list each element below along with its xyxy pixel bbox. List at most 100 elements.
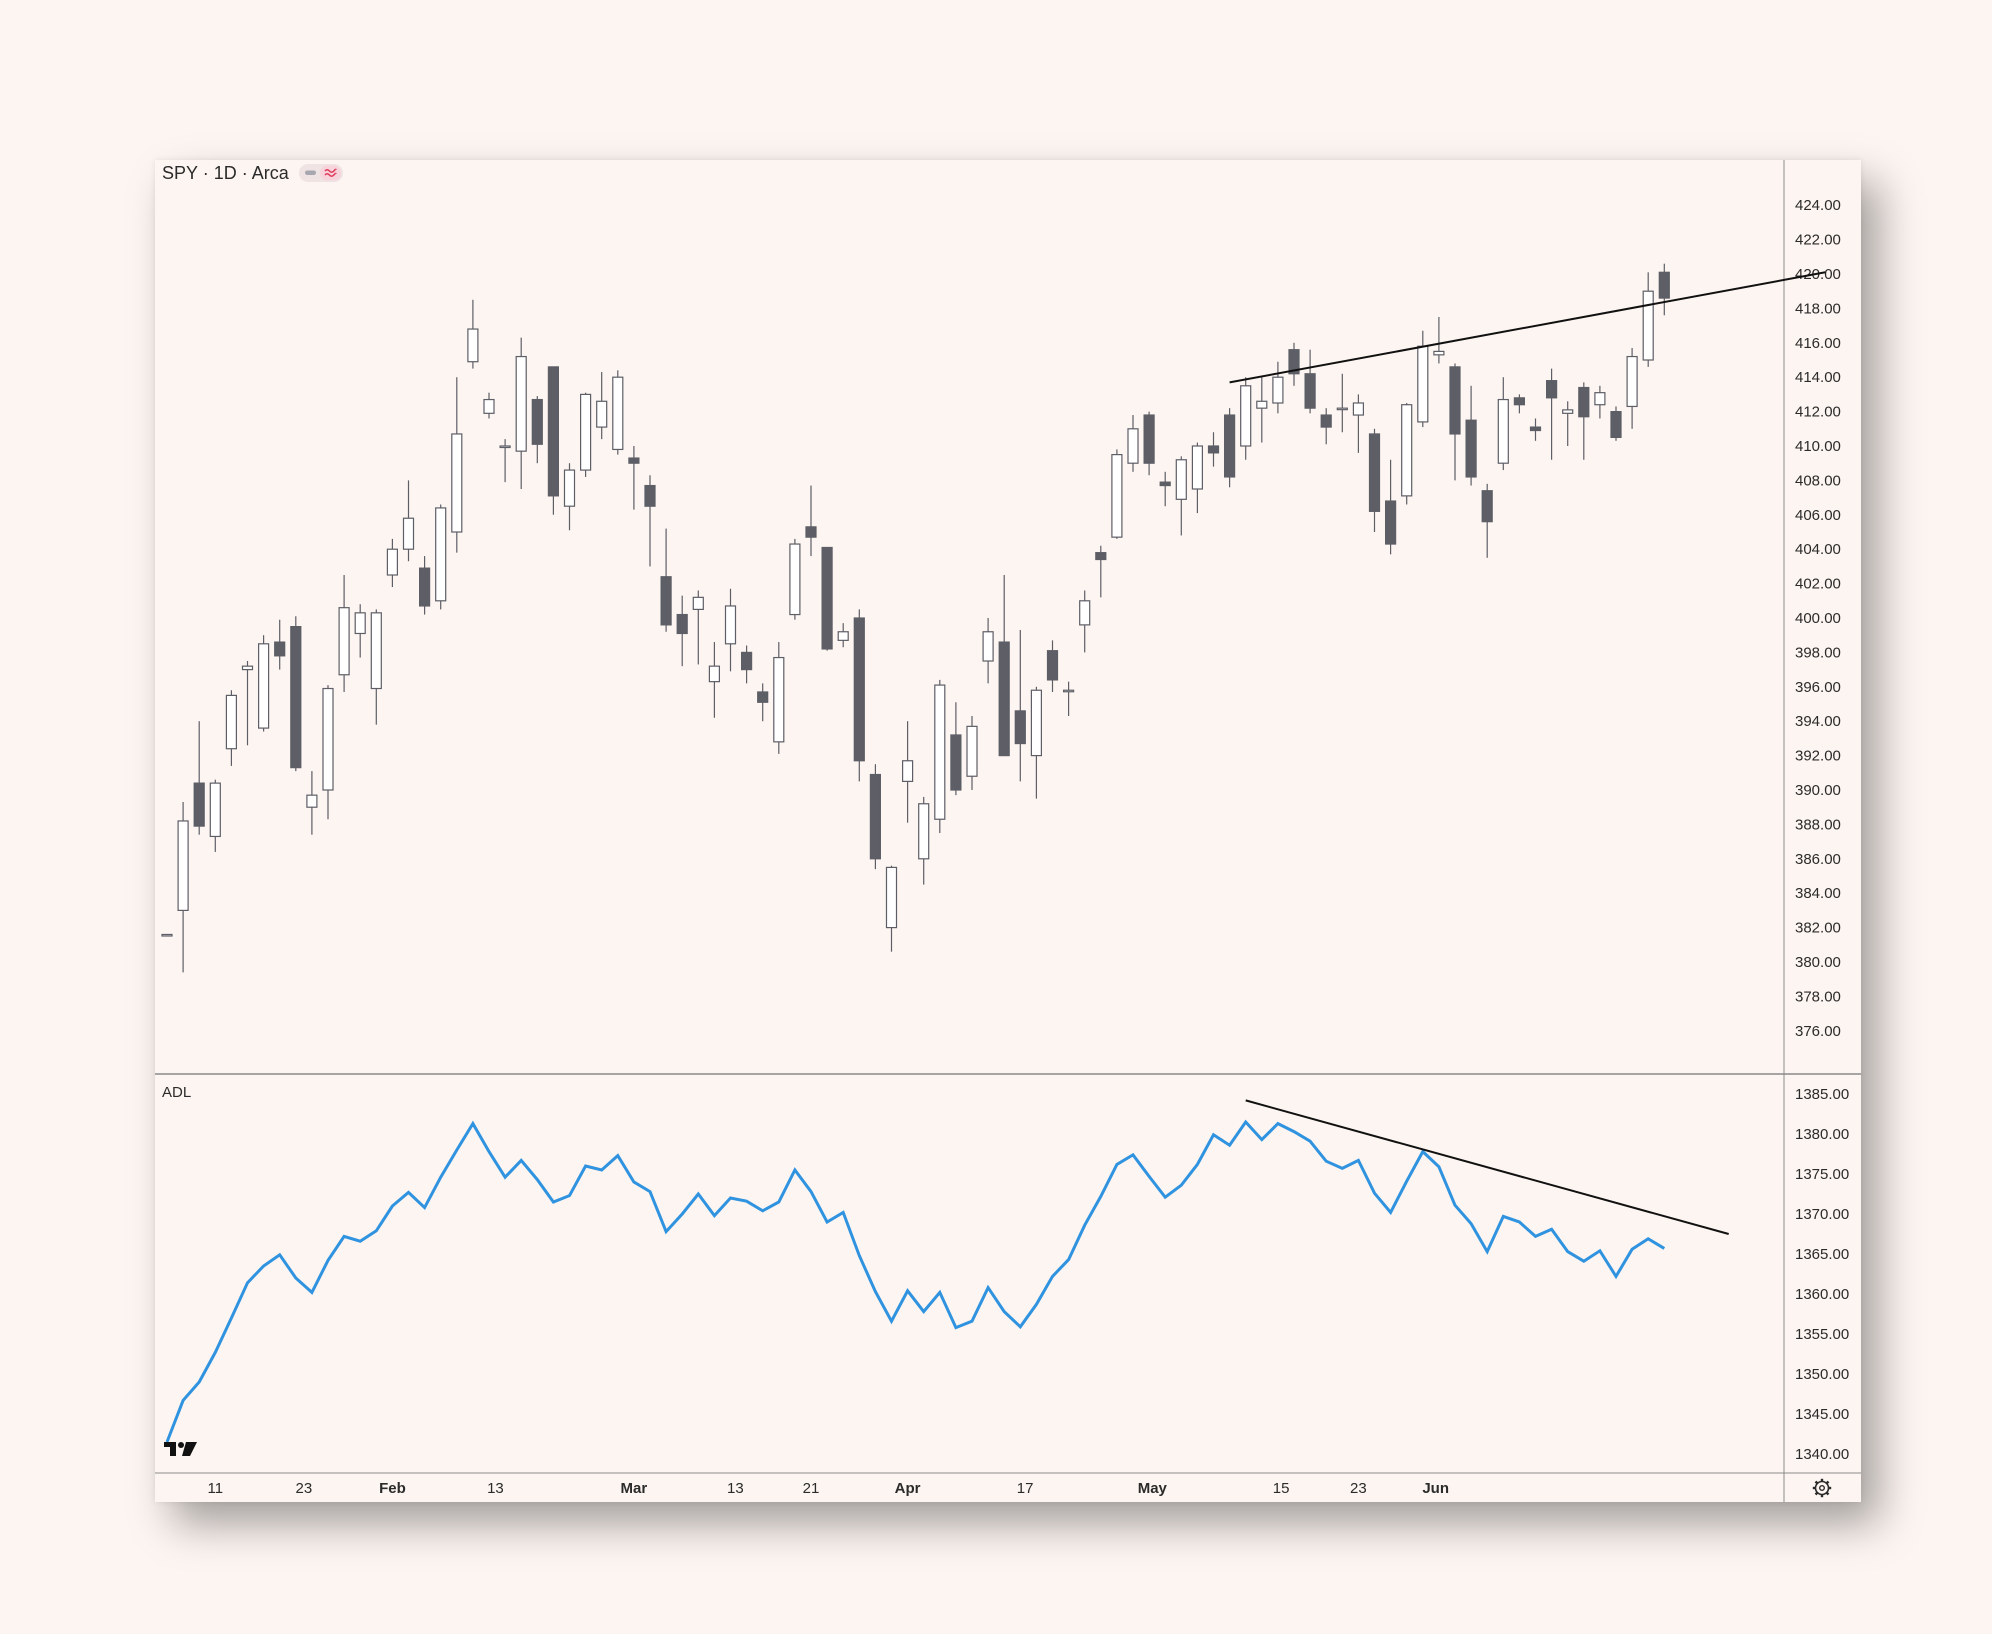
candle-body-down	[644, 484, 656, 507]
candle	[1529, 418, 1542, 441]
price-tick-label: 382.00	[1795, 920, 1841, 937]
candle	[386, 538, 398, 588]
candle	[515, 337, 527, 489]
time-axis-label: 13	[727, 1480, 744, 1497]
candle-body-up	[724, 605, 737, 645]
candle	[1191, 442, 1204, 514]
gear-icon[interactable]	[1812, 1478, 1832, 1498]
candle-body-up	[563, 469, 576, 507]
candle	[773, 642, 785, 754]
time-axis-label: Jun	[1422, 1480, 1449, 1497]
candle	[708, 642, 721, 718]
candle	[1433, 317, 1445, 364]
candle	[161, 933, 173, 937]
adl-axis[interactable]: 1385.00 1380.00 1375.00 1370.00 1365.00 1360.…	[1795, 1086, 1849, 1463]
candle-body-up	[885, 866, 898, 929]
drawn-trendlines[interactable]	[1229, 271, 1826, 1235]
candle-body-down	[1223, 414, 1236, 478]
candle	[306, 771, 318, 835]
price-tick-label: 406.00	[1795, 507, 1841, 524]
candle	[531, 396, 543, 464]
candle	[789, 538, 801, 620]
candle-body-up	[386, 548, 398, 576]
candle-body-up	[209, 782, 221, 838]
candle-body-up	[1127, 428, 1139, 464]
candle	[499, 439, 511, 483]
adl-tick-label: 1340.00	[1795, 1446, 1849, 1463]
candle-body-down	[1207, 445, 1220, 454]
candle	[1578, 382, 1590, 460]
candle	[1256, 377, 1268, 443]
time-axis-label: 17	[1017, 1480, 1034, 1497]
candle-body-down	[419, 567, 431, 607]
candle-body-up	[1562, 409, 1574, 414]
candle	[885, 865, 898, 952]
candle	[596, 372, 608, 440]
price-tick-label: 424.00	[1795, 197, 1841, 214]
candle	[1079, 590, 1091, 653]
chart-canvas[interactable]: SPY · 1D · Arca ADL 424.00422.00420.0041…	[155, 160, 1861, 1502]
candle	[1368, 428, 1381, 532]
candle-body-up	[934, 684, 946, 820]
candle	[1127, 415, 1139, 472]
adl-trendline[interactable]	[1245, 1099, 1729, 1235]
candle-body-up	[1175, 459, 1187, 500]
candle	[290, 616, 302, 772]
candle	[1014, 630, 1026, 782]
candle-body-down	[1658, 271, 1670, 299]
candle-body-up	[402, 517, 415, 550]
candle	[918, 796, 930, 885]
candle-body-down	[1545, 380, 1558, 399]
time-axis-label: 15	[1273, 1480, 1290, 1497]
candle-body-up	[773, 656, 785, 743]
price-trendline[interactable]	[1229, 271, 1826, 384]
candle-body-up	[225, 694, 238, 750]
candle	[1626, 347, 1638, 429]
candle-body-up	[982, 631, 994, 662]
candle	[724, 588, 737, 672]
candle	[209, 779, 221, 852]
candle	[274, 619, 286, 670]
tradingview-logo-icon[interactable]	[164, 1442, 197, 1456]
symbol-legend[interactable]: SPY · 1D · Arca	[162, 163, 290, 183]
candle-body-down	[1465, 419, 1477, 478]
candle	[1481, 483, 1493, 558]
candle-body-up	[177, 820, 189, 912]
candle	[1658, 263, 1670, 316]
candle-body-up	[901, 760, 914, 783]
candle	[1111, 449, 1123, 539]
candle	[692, 590, 704, 665]
candle-body-up	[1191, 445, 1204, 490]
candle-body-up	[1626, 355, 1638, 408]
time-axis[interactable]: 11 23 Feb 13 Mar 13 21 Apr 17 May 15 23 Jun	[208, 1480, 1450, 1497]
candle	[435, 504, 447, 610]
candle-body-down	[1320, 414, 1332, 428]
candle	[934, 679, 946, 833]
candle-body-down	[274, 641, 286, 657]
adl-tick-label: 1365.00	[1795, 1246, 1849, 1263]
adl-tick-label: 1345.00	[1795, 1406, 1849, 1423]
candle	[1384, 459, 1397, 555]
legend-badge[interactable]	[299, 164, 343, 182]
candle-body-up	[1030, 689, 1043, 757]
candle	[1320, 408, 1332, 445]
candle	[966, 716, 978, 790]
time-axis-label: 23	[1350, 1480, 1367, 1497]
candle	[821, 546, 833, 651]
candle	[1304, 349, 1316, 414]
candle	[982, 618, 994, 684]
candle-body-up	[1433, 350, 1445, 356]
time-axis-label: 11	[208, 1480, 224, 1497]
candle-body-up	[499, 445, 511, 449]
candle	[837, 623, 849, 648]
price-tick-label: 414.00	[1795, 369, 1841, 386]
price-axis[interactable]: 424.00422.00420.00418.00416.00414.00412.…	[1795, 197, 1841, 1040]
candle-body-down	[869, 773, 882, 860]
candle-body-up	[789, 543, 801, 616]
candle	[853, 609, 865, 782]
candle	[483, 392, 495, 419]
candle-body-up	[338, 607, 350, 676]
price-tick-label: 394.00	[1795, 713, 1841, 730]
candle	[1143, 411, 1155, 476]
candle-body-up	[837, 631, 849, 641]
